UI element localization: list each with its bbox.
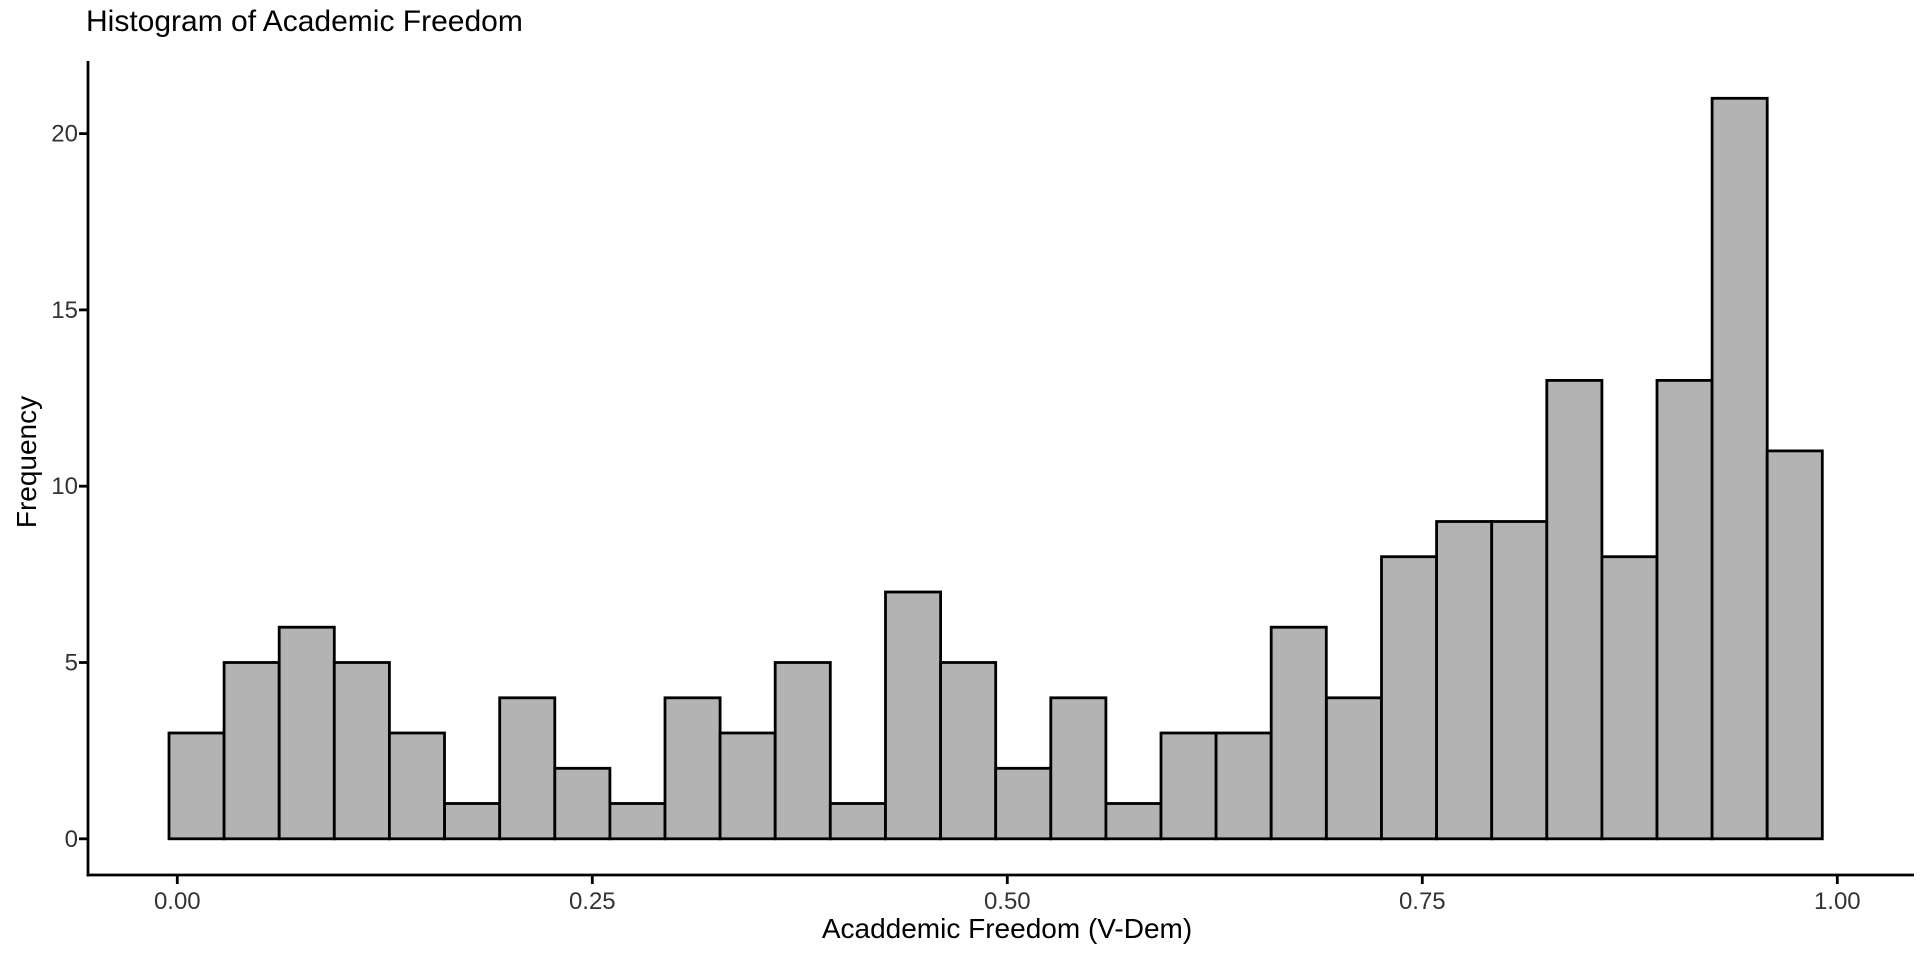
histogram-bar: [608, 802, 667, 841]
y-tick-label: 20: [51, 121, 78, 148]
histogram-bar: [1159, 731, 1218, 841]
histogram-bar: [222, 661, 281, 841]
histogram-bar: [1435, 520, 1494, 841]
histogram-bar: [443, 802, 502, 841]
histogram-bar: [939, 661, 998, 841]
histogram-bar: [1765, 449, 1824, 841]
histogram-bar: [994, 766, 1053, 841]
x-tick-label: 0.75: [1399, 888, 1446, 915]
histogram-bar: [1380, 555, 1438, 841]
histogram-bar: [1600, 555, 1659, 841]
histogram-bar: [1710, 96, 1769, 841]
x-axis-title: Acaddemic Freedom (V-Dem): [821, 913, 1193, 944]
histogram-bar: [1104, 802, 1163, 841]
x-tick-label: 0.25: [569, 888, 616, 915]
histogram-bar: [1490, 520, 1549, 841]
x-tick-label: 1.00: [1814, 888, 1861, 915]
histogram-bar: [884, 590, 942, 841]
x-tick-label: 0.00: [154, 888, 201, 915]
histogram-bar: [1269, 625, 1328, 841]
histogram-bar: [718, 731, 777, 841]
histogram-bar: [387, 731, 446, 841]
histogram-bar: [1325, 696, 1383, 841]
histogram-bar: [1049, 696, 1108, 841]
histogram-bar: [663, 696, 722, 841]
histogram-bar: [553, 766, 612, 841]
histogram-bar: [332, 661, 391, 841]
histogram-bar: [828, 802, 887, 841]
histogram-bar: [498, 696, 557, 841]
histogram-bar: [1545, 378, 1604, 841]
x-tick-label: 0.50: [984, 888, 1031, 915]
y-tick-label: 15: [51, 297, 78, 324]
histogram-bar: [1214, 731, 1273, 841]
y-tick-label: 10: [51, 473, 78, 500]
y-axis-title: Frequency: [11, 395, 42, 529]
histogram-bar: [1655, 378, 1714, 841]
y-tick-label: 5: [65, 650, 78, 677]
histogram-bar: [773, 661, 832, 841]
chart-title: Histogram of Academic Freedom: [86, 5, 523, 38]
histogram-bar: [277, 625, 336, 841]
y-tick-label: 0: [65, 826, 78, 853]
histogram-bar: [167, 731, 226, 841]
